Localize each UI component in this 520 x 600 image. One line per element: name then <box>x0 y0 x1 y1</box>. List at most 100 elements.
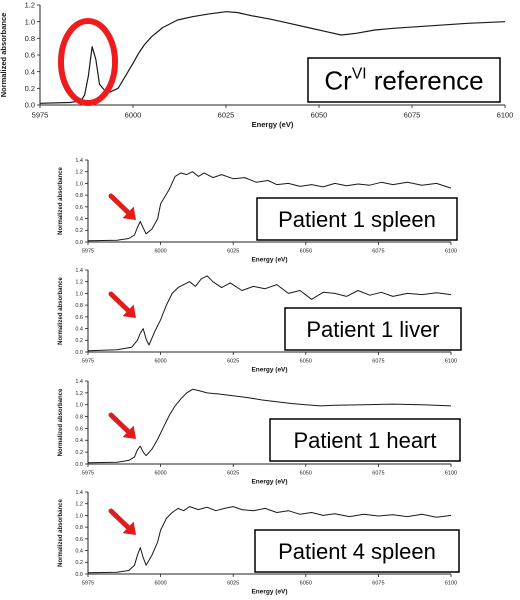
y-tick-label: 0.6 <box>75 426 83 432</box>
x-tick-label: 6100 <box>445 359 457 365</box>
sample-label-box <box>256 197 458 241</box>
y-axis-label: Normalized absorbance <box>58 498 64 566</box>
x-tick-label: 6000 <box>154 581 166 587</box>
y-tick-label: 1.0 <box>75 181 83 187</box>
y-tick-label: 1.0 <box>75 291 83 297</box>
pre-edge-peak-arrow-shaft <box>108 508 131 530</box>
x-tick-label: 6075 <box>372 581 384 587</box>
spectrum-line-0 <box>39 11 506 104</box>
x-tick-label: 6050 <box>300 581 312 587</box>
x-tick-label: 6000 <box>125 111 142 120</box>
x-tick-label: 6100 <box>445 249 457 255</box>
x-tick-label: 5975 <box>82 249 94 255</box>
spectrum-line-0 <box>87 275 452 352</box>
y-tick-label: 1.4 <box>75 490 83 496</box>
x-tick-label: 6000 <box>154 359 166 365</box>
x-tick-label: 6025 <box>227 249 239 255</box>
x-tick-label: 5975 <box>82 359 94 365</box>
pre-edge-peak-arrow-head <box>122 521 136 535</box>
y-tick-label: 0.8 <box>75 414 83 420</box>
y-tick-label: 0.8 <box>25 34 35 43</box>
x-axis-label: Energy (eV) <box>251 478 287 485</box>
y-tick-label: 0.2 <box>75 450 83 456</box>
spectrum-line-0 <box>87 388 452 464</box>
pre-edge-peak-arrow-shaft <box>108 291 131 313</box>
y-tick-label: 1.0 <box>25 17 35 26</box>
pre-edge-peak-arrow-shaft <box>108 193 131 215</box>
x-axis-label: Energy (eV) <box>251 256 287 263</box>
panel-1: 0.0 0.2 0.4 0.6 0.8 1.0 1.2 1.4 5975 6000 6025 6050… <box>58 158 458 263</box>
x-tick-label: 6075 <box>372 249 384 255</box>
panel-2: 0.0 0.2 0.4 0.6 0.8 1.0 1.2 1.4 5975 6000 6025 6050… <box>58 268 462 373</box>
x-tick-label: 5975 <box>82 581 94 587</box>
x-tick-label: 6000 <box>154 471 166 477</box>
y-tick-label: 0.6 <box>25 51 35 60</box>
y-tick-label: 0.0 <box>75 462 83 468</box>
panel-4: 0.0 0.2 0.4 0.6 0.8 1.0 1.2 1.4 5975 6000 6025 6050… <box>58 490 460 595</box>
y-axis-label: Normalized absorbance <box>58 388 64 456</box>
y-tick-label: 0.0 <box>25 101 35 110</box>
sample-label-rest: reference <box>367 65 484 95</box>
panel-3: 0.0 0.2 0.4 0.6 0.8 1.0 1.2 1.4 5975 6000 6025 6050… <box>58 379 461 485</box>
y-tick-label: 0.2 <box>75 338 83 344</box>
x-tick-label: 6050 <box>300 249 312 255</box>
x-tick-label: 6025 <box>218 111 235 120</box>
y-tick-label: 0.6 <box>75 205 83 211</box>
y-tick-label: 0.2 <box>25 84 35 93</box>
y-tick-label: 0.2 <box>75 560 83 566</box>
y-tick-label: 1.2 <box>75 280 83 286</box>
sample-label-box <box>254 529 460 573</box>
y-tick-label: 1.0 <box>75 403 83 409</box>
y-tick-label: 0.6 <box>75 537 83 543</box>
sample-label-box <box>307 57 501 103</box>
panel-0: 0.0 0.2 0.4 0.6 0.8 1.0 1.2 5975 6000 6025 6050 607… <box>0 1 513 129</box>
y-tick-label: 0.0 <box>75 572 83 578</box>
y-tick-label: 0.0 <box>75 350 83 356</box>
sample-label-oxidation-state: VI <box>352 65 367 82</box>
y-tick-label: 0.8 <box>75 303 83 309</box>
x-tick-label: 6100 <box>445 581 457 587</box>
y-tick-label: 1.2 <box>25 1 35 10</box>
x-tick-label: 6100 <box>497 111 514 120</box>
x-tick-label: 6050 <box>300 359 312 365</box>
x-tick-label: 6100 <box>445 471 457 477</box>
y-tick-label: 0.4 <box>25 67 35 76</box>
x-tick-label: 6025 <box>227 471 239 477</box>
y-tick-label: 1.4 <box>75 379 83 385</box>
x-tick-label: 6050 <box>300 471 312 477</box>
sample-label-box <box>284 307 462 351</box>
y-tick-label: 0.6 <box>75 315 83 321</box>
y-axis-label: Normalized absorbance <box>58 166 64 234</box>
pre-edge-peak-highlight-ellipse <box>58 18 118 106</box>
sample-label: Patient 1 heart <box>293 428 436 453</box>
sample-label-box <box>269 418 461 462</box>
sample-label: Patient 4 spleen <box>278 539 436 564</box>
x-tick-label: 5975 <box>32 111 49 120</box>
y-tick-label: 0.2 <box>75 228 83 234</box>
x-tick-label: 6025 <box>227 581 239 587</box>
sample-label: Patient 1 liver <box>306 317 439 342</box>
x-tick-label: 5975 <box>82 471 94 477</box>
sample-label: Patient 1 spleen <box>278 207 436 232</box>
spectrum-line-0 <box>87 506 452 574</box>
y-tick-label: 1.2 <box>75 391 83 397</box>
y-tick-label: 0.4 <box>75 216 83 222</box>
x-axis-label: Energy (eV) <box>251 366 287 373</box>
y-tick-label: 0.4 <box>75 326 83 332</box>
sample-label-element: Cr <box>324 65 352 95</box>
y-axis-label: Normalized absorbance <box>58 276 64 344</box>
y-tick-label: 1.2 <box>75 170 83 176</box>
y-tick-label: 0.4 <box>75 548 83 554</box>
x-tick-label: 6000 <box>154 249 166 255</box>
x-tick-label: 6075 <box>372 471 384 477</box>
pre-edge-peak-arrow-shaft <box>108 412 131 434</box>
x-tick-label: 6075 <box>372 359 384 365</box>
pre-edge-peak-arrow-head <box>122 304 136 318</box>
y-tick-label: 1.2 <box>75 502 83 508</box>
y-axis-label: Normalized absorbance <box>0 13 8 98</box>
y-tick-label: 1.4 <box>75 268 83 274</box>
pre-edge-peak-arrow-head <box>122 206 136 220</box>
x-axis-label: Energy (eV) <box>251 588 287 595</box>
y-tick-label: 0.0 <box>75 240 83 246</box>
